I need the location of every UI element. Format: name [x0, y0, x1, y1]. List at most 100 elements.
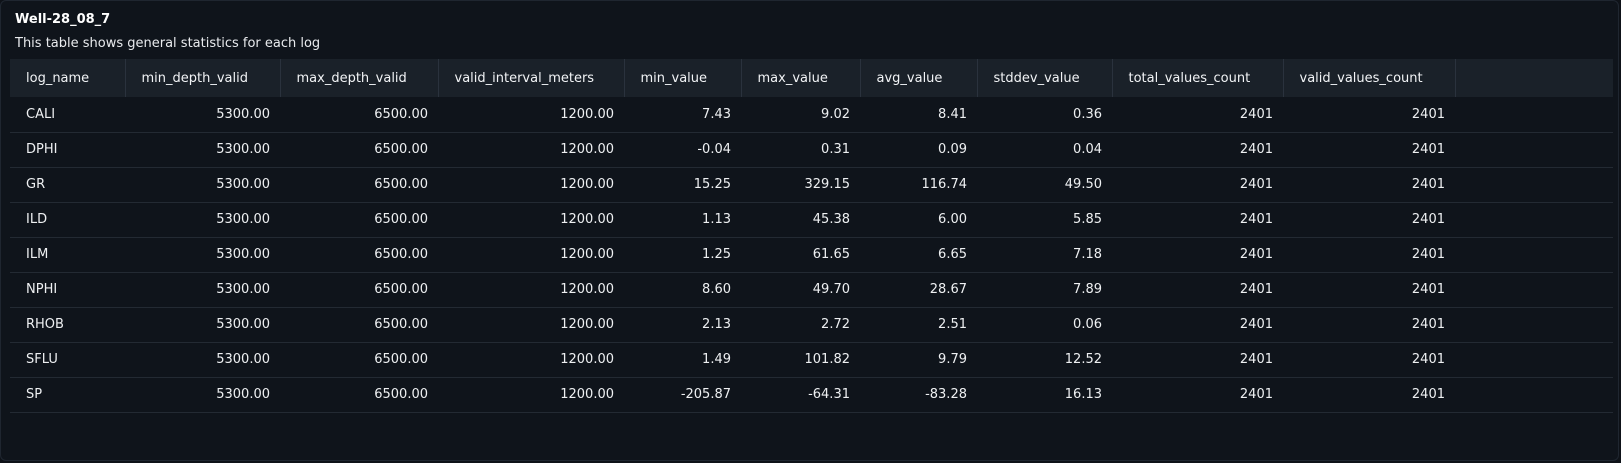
cell-log-name: RHOB: [26, 317, 64, 332]
cell-spacer: [1455, 132, 1613, 167]
cell-stddev-value: 7.89: [1073, 282, 1102, 297]
cell-valid-interval-meters: 1200.00: [560, 352, 614, 367]
cell-spacer: [1455, 377, 1613, 412]
table-row: ILD 5300.00 6500.00 1200.00 1.13 45.38 6.00 5.8…: [10, 202, 1613, 237]
cell-max-depth-valid: 6500.00: [374, 106, 428, 122]
table-row: ILM 5300.00 6500.00 1200.00 1.25 61.65 6.65 7.1…: [10, 237, 1613, 272]
column-header-valid-interval-meters[interactable]: valid_interval_meters: [438, 59, 625, 97]
column-header-max-depth-valid[interactable]: max_depth_valid: [280, 59, 439, 97]
cell-valid-interval-meters: 1200.00: [560, 387, 614, 402]
cell-min-value: 2.13: [702, 317, 731, 332]
cell-stddev-value: 12.52: [1064, 352, 1102, 367]
cell-max-value: 0.31: [821, 142, 850, 157]
cell-valid-interval-meters: 1200.00: [560, 212, 614, 227]
panel-title: Well-28_08_7: [15, 12, 111, 27]
cell-min-depth-valid: 5300.00: [216, 106, 270, 122]
cell-max-depth-valid: 6500.00: [374, 317, 428, 332]
cell-max-depth-valid: 6500.00: [374, 212, 428, 227]
cell-valid-values-count: 2401: [1411, 282, 1445, 297]
cell-min-depth-valid: 5300.00: [216, 247, 270, 262]
cell-min-depth-valid: 5300.00: [216, 317, 270, 332]
cell-min-depth-valid: 5300.00: [216, 387, 270, 402]
cell-stddev-value: 49.50: [1064, 177, 1102, 192]
cell-max-value: 61.65: [812, 247, 850, 262]
cell-spacer: [1455, 342, 1613, 377]
cell-avg-value: 6.00: [938, 212, 967, 227]
table-row: NPHI 5300.00 6500.00 1200.00 8.60 49.70 28.67 7…: [10, 272, 1613, 307]
cell-valid-values-count: 2401: [1411, 177, 1445, 192]
table-body: CALI 5300.00 6500.00 1200.00 7.43 9.02 8.41 0.3…: [10, 97, 1613, 412]
cell-total-values-count: 2401: [1239, 212, 1273, 227]
cell-min-depth-valid: 5300.00: [216, 142, 270, 157]
cell-min-value: 8.60: [702, 282, 731, 297]
cell-avg-value: 6.65: [938, 247, 967, 262]
cell-min-depth-valid: 5300.00: [216, 352, 270, 367]
cell-max-value: 101.82: [804, 352, 851, 367]
cell-min-value: -205.87: [680, 387, 731, 402]
cell-max-depth-valid: 6500.00: [374, 177, 428, 192]
cell-valid-values-count: 2401: [1411, 387, 1445, 402]
column-header-avg-value[interactable]: avg_value: [860, 59, 978, 97]
cell-valid-values-count: 2401: [1411, 352, 1445, 367]
cell-log-name: SFLU: [26, 352, 58, 367]
cell-spacer: [1455, 97, 1613, 132]
cell-stddev-value: 16.13: [1064, 387, 1102, 402]
cell-valid-values-count: 2401: [1411, 106, 1445, 122]
cell-spacer: [1455, 167, 1613, 202]
cell-min-value: -0.04: [697, 142, 731, 157]
table-row: DPHI 5300.00 6500.00 1200.00 -0.04 0.31 0.09 0.…: [10, 132, 1613, 167]
column-header-spacer: [1455, 59, 1613, 97]
cell-total-values-count: 2401: [1239, 142, 1273, 157]
cell-spacer: [1455, 307, 1613, 342]
cell-valid-interval-meters: 1200.00: [560, 142, 614, 157]
cell-min-value: 15.25: [693, 177, 731, 192]
cell-stddev-value: 7.18: [1073, 247, 1102, 262]
cell-max-depth-valid: 6500.00: [374, 282, 428, 297]
cell-valid-interval-meters: 1200.00: [560, 317, 614, 332]
cell-min-depth-valid: 5300.00: [216, 282, 270, 297]
column-header-min-depth-valid[interactable]: min_depth_valid: [125, 59, 281, 97]
cell-max-value: -64.31: [808, 387, 850, 402]
cell-stddev-value: 5.85: [1073, 212, 1102, 227]
cell-valid-values-count: 2401: [1411, 317, 1445, 332]
cell-total-values-count: 2401: [1239, 177, 1273, 192]
cell-stddev-value: 0.04: [1073, 142, 1102, 157]
cell-stddev-value: 0.36: [1073, 106, 1102, 122]
cell-avg-value: 0.09: [938, 142, 967, 157]
cell-avg-value: -83.28: [925, 387, 967, 402]
cell-max-depth-valid: 6500.00: [374, 352, 428, 367]
cell-log-name: NPHI: [26, 282, 58, 297]
cell-valid-values-count: 2401: [1411, 142, 1445, 157]
cell-min-value: 1.49: [702, 352, 731, 367]
column-header-stddev-value[interactable]: stddev_value: [977, 59, 1113, 97]
cell-log-name: ILD: [26, 212, 48, 227]
column-header-total-values-count[interactable]: total_values_count: [1112, 59, 1284, 97]
cell-total-values-count: 2401: [1239, 317, 1273, 332]
statistics-table-wrapper: log_name min_depth_valid max_depth_valid va…: [10, 59, 1613, 413]
column-header-log-name[interactable]: log_name: [10, 59, 126, 97]
column-header-max-value[interactable]: max_value: [741, 59, 861, 97]
panel-subtitle: This table shows general statistics for …: [15, 36, 321, 51]
cell-max-value: 9.02: [821, 106, 850, 122]
cell-spacer: [1455, 272, 1613, 307]
table-row: SP 5300.00 6500.00 1200.00 -205.87 -64.31 -83.…: [10, 377, 1613, 412]
cell-max-value: 45.38: [812, 212, 850, 227]
cell-total-values-count: 2401: [1239, 282, 1273, 297]
cell-total-values-count: 2401: [1239, 106, 1273, 122]
cell-stddev-value: 0.06: [1073, 317, 1102, 332]
cell-avg-value: 2.51: [938, 317, 967, 332]
table-row: RHOB 5300.00 6500.00 1200.00 2.13 2.72 2.51 0.0…: [10, 307, 1613, 342]
cell-max-value: 49.70: [812, 282, 850, 297]
cell-min-depth-valid: 5300.00: [216, 212, 270, 227]
column-header-valid-values-count[interactable]: valid_values_count: [1283, 59, 1456, 97]
cell-log-name: ILM: [26, 247, 49, 262]
cell-valid-interval-meters: 1200.00: [560, 106, 614, 122]
table-row: SFLU 5300.00 6500.00 1200.00 1.49 101.82 9.79 1…: [10, 342, 1613, 377]
cell-max-depth-valid: 6500.00: [374, 387, 428, 402]
cell-log-name: DPHI: [26, 142, 58, 157]
cell-max-value: 2.72: [821, 317, 850, 332]
statistics-table: log_name min_depth_valid max_depth_valid va…: [10, 59, 1613, 413]
column-header-min-value[interactable]: min_value: [624, 59, 742, 97]
table-row: GR 5300.00 6500.00 1200.00 15.25 329.15 116.74…: [10, 167, 1613, 202]
cell-total-values-count: 2401: [1239, 387, 1273, 402]
